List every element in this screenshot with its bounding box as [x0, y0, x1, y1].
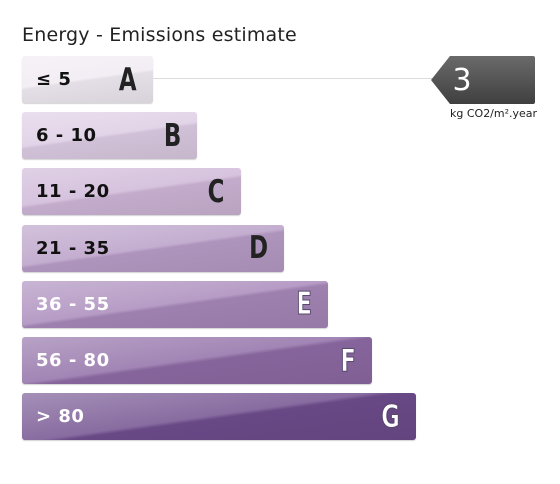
- energy-class-range: 36 - 55: [36, 293, 110, 315]
- energy-class-bar-f: 56 - 80 F: [22, 337, 372, 384]
- energy-class-bar-g: > 80 G: [22, 393, 416, 441]
- energy-class-bar-d: 21 - 35 D: [22, 224, 285, 272]
- indicator-arrow-shape: [431, 56, 535, 104]
- energy-class-range: > 80: [36, 406, 85, 428]
- energy-class-range: 56 - 80: [36, 350, 110, 371]
- energy-class-letter: B: [163, 117, 181, 154]
- energy-class-letter: A: [119, 61, 137, 98]
- energy-class-letter: G: [381, 398, 401, 435]
- energy-class-bar-e: 36 - 55 E: [22, 280, 329, 328]
- emission-value-indicator: [431, 56, 535, 104]
- energy-class-range: 21 - 35: [36, 237, 110, 259]
- indicator-unit: kg CO2/m².year: [450, 107, 538, 120]
- energy-class-bar-b: 6 - 10 B: [22, 112, 197, 160]
- energy-class-bar-a: ≤ 5 A: [22, 56, 153, 103]
- energy-class-range: 11 - 20: [36, 181, 110, 203]
- chart-title: Energy - Emissions estimate: [22, 24, 297, 46]
- energy-class-letter: E: [296, 286, 313, 323]
- energy-class-letter: D: [249, 230, 269, 267]
- energy-class-letter: F: [340, 342, 356, 379]
- energy-class-range: 6 - 10: [36, 125, 97, 147]
- energy-class-range: ≤ 5: [36, 69, 72, 90]
- indicator-value: 3: [452, 62, 472, 98]
- indicator-leader-line: [153, 78, 435, 79]
- energy-class-bar-c: 11 - 20 C: [22, 168, 241, 216]
- energy-class-letter: C: [207, 173, 225, 210]
